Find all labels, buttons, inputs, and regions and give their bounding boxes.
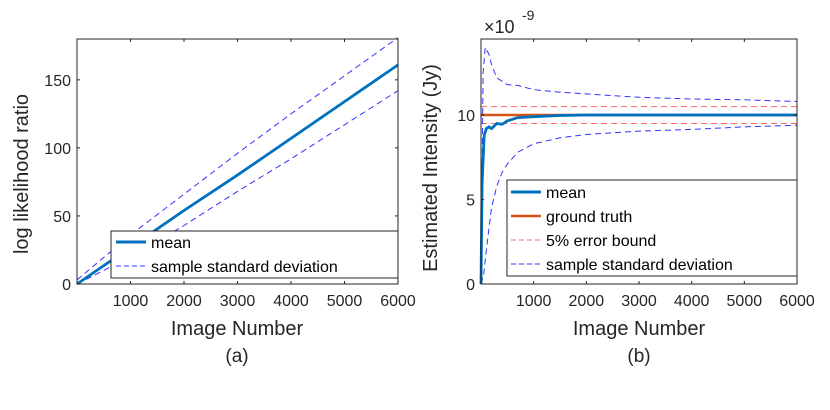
panel-b: 1000 2000 3000 4000 5000 6000 0 5 10 ×10 -9 Esti… [420, 7, 815, 367]
panel-b-xtick-label: 5000 [727, 293, 763, 310]
panel-b-xtick-label: 2000 [569, 293, 605, 310]
panel-a-xlabel: Image Number [171, 318, 304, 340]
panel-b-legend-std-label: sample standard deviation [546, 257, 733, 274]
panel-b-exponent-power: -9 [522, 7, 535, 23]
panel-a-legend-std-label: sample standard deviation [151, 259, 338, 276]
panel-a-ytick-label: 100 [44, 141, 71, 158]
panel-a-series-sample-standard-deviation [76, 37, 399, 281]
panel-b-legend-box [506, 179, 798, 277]
panel-b-plot-layer [479, 45, 798, 285]
panel-a-ticks: 1000 2000 3000 4000 5000 6000 0 50 100 150 [44, 39, 416, 310]
panel-b-xtick-label: 4000 [674, 293, 710, 310]
panel-a-legend: mean sample standard deviation [110, 230, 399, 279]
panel-b-legend-truth-label: ground truth [546, 209, 632, 226]
panel-a-caption: (a) [225, 346, 248, 367]
panel-b-ylabel: Estimated Intensity (Jy) [420, 64, 442, 272]
panel-a-ytick-label: 50 [53, 209, 71, 226]
panel-b-legend: mean ground truth 5% error bound sample … [506, 179, 798, 277]
panel-b-ytick-label: 5 [466, 193, 475, 210]
panel-b-ticks: 1000 2000 3000 4000 5000 6000 0 5 10 [457, 39, 815, 310]
panel-a-legend-mean-label: mean [151, 235, 191, 252]
panel-b-xtick-label: 3000 [621, 293, 657, 310]
panel-b-ytick-label: 0 [466, 277, 475, 294]
panel-a-xtick-label: 4000 [273, 293, 309, 310]
panel-b-series-sample-standard-deviation [480, 45, 798, 285]
panel-b-legend-bound-label: 5% error bound [546, 233, 656, 250]
panel-a-xtick-label: 5000 [327, 293, 363, 310]
panel-a: 1000 2000 3000 4000 5000 6000 0 50 100 150 log li… [11, 37, 416, 367]
panel-a-ytick-label: 150 [44, 73, 71, 90]
panel-b-xtick-label: 6000 [779, 293, 815, 310]
panel-a-ylabel: log likelihood ratio [11, 94, 33, 254]
panel-a-xtick-label: 1000 [113, 293, 149, 310]
panel-a-xtick-label: 2000 [166, 293, 202, 310]
panel-b-legend-mean-label: mean [546, 185, 586, 202]
panel-b-xlabel: Image Number [573, 318, 706, 340]
panel-b-xtick-label: 1000 [516, 293, 552, 310]
panel-a-xtick-label: 3000 [220, 293, 256, 310]
panel-b-exponent-base: ×10 [484, 17, 515, 37]
panel-b-series-mean [479, 113, 797, 285]
panel-a-xtick-label: 6000 [380, 293, 416, 310]
panel-b-ytick-label: 10 [457, 108, 475, 125]
panel-a-ytick-label: 0 [62, 277, 71, 294]
panel-a-legend-box [110, 230, 399, 279]
panel-b-caption: (b) [627, 346, 650, 367]
